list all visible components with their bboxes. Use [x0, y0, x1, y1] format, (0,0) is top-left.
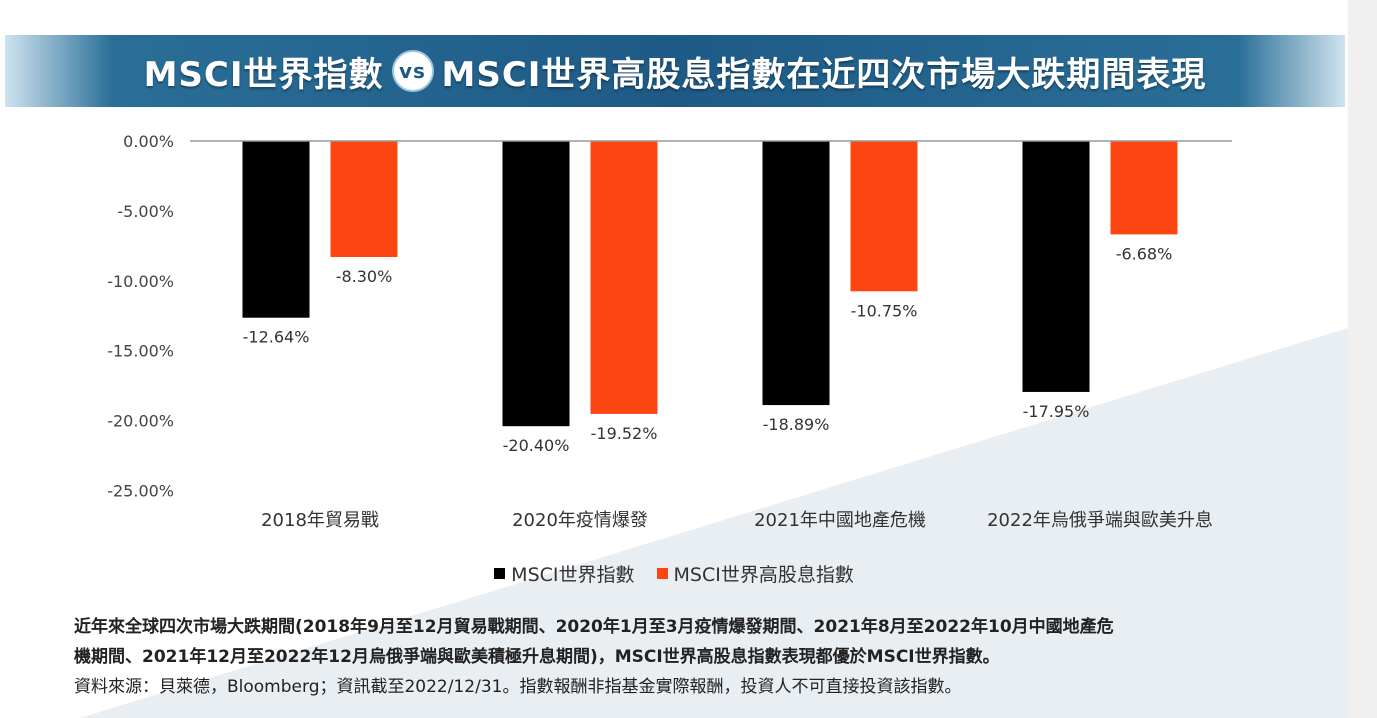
legend-swatch-orange — [656, 568, 668, 579]
x-category-label: 2021年中國地產危機 — [754, 510, 926, 531]
title-left: MSCI世界指數 — [143, 54, 384, 95]
data-label: -12.64% — [243, 328, 310, 347]
background-shape — [80, 328, 1348, 718]
bar-msci-high-dividend — [850, 141, 918, 292]
y-tick-label: -5.00% — [117, 202, 174, 221]
legend-item-msci-world: MSCI世界指數 — [494, 560, 635, 587]
legend-label-msci-high-dividend: MSCI世界高股息指數 — [673, 564, 854, 586]
data-label: -17.95% — [1023, 402, 1090, 421]
note-summary-line-1: 近年來全球四次市場大跌期間(2018年9月至12月貿易戰期間、2020年1月至3… — [74, 617, 1114, 637]
bar-msci-high-dividend — [330, 141, 398, 258]
data-label: -10.75% — [851, 301, 918, 320]
y-tick-label: -10.00% — [107, 272, 174, 291]
y-tick-label: -25.00% — [107, 482, 174, 501]
bar-msci-world — [762, 141, 830, 406]
note-source: 資料來源：貝萊德，Bloomberg；資訊截至2022/12/31。指數報酬非指… — [74, 677, 962, 697]
x-category-label: 2018年貿易戰 — [261, 510, 379, 531]
x-category-label: 2020年疫情爆發 — [512, 510, 648, 531]
bar-msci-world — [502, 141, 570, 427]
bar-msci-world — [242, 141, 310, 318]
bar-msci-high-dividend — [1110, 141, 1178, 235]
bar-chart: 0.00% -5.00% -10.00% -15.00% -20.00% -25.00% -… — [107, 132, 1232, 531]
y-tick-label: -15.00% — [107, 342, 174, 361]
scrollbar[interactable] — [1348, 0, 1377, 718]
bar-msci-world — [1022, 141, 1090, 392]
chart-legend: MSCI世界指數 MSCI世界高股息指數 — [0, 560, 1348, 587]
data-label: -8.30% — [336, 267, 393, 286]
y-tick-label: -20.00% — [107, 412, 174, 431]
note-summary-line-2: 機期間、2021年12月至2022年12月烏俄爭端與歐美積極升息期間)，MSCI… — [74, 647, 1000, 667]
title-banner: MSCI世界指數 vs MSCI世界高股息指數在近四次市場大跌期間表現 — [5, 35, 1345, 107]
bar-msci-high-dividend — [590, 141, 658, 414]
page-title: MSCI世界指數 vs MSCI世界高股息指數在近四次市場大跌期間表現 — [5, 35, 1345, 107]
footnotes: 近年來全球四次市場大跌期間(2018年9月至12月貿易戰期間、2020年1月至3… — [74, 612, 1304, 702]
data-label: -6.68% — [1116, 244, 1173, 263]
data-label: -19.52% — [591, 424, 658, 443]
title-right: MSCI世界高股息指數在近四次市場大跌期間表現 — [441, 54, 1207, 95]
data-label: -18.89% — [763, 415, 830, 434]
vs-badge: vs — [391, 50, 434, 92]
legend-swatch-black — [494, 568, 506, 579]
y-tick-label: 0.00% — [123, 132, 174, 151]
legend-item-msci-high-dividend: MSCI世界高股息指數 — [656, 560, 854, 587]
legend-label-msci-world: MSCI世界指數 — [511, 564, 635, 586]
x-category-label: 2022年烏俄爭端與歐美升息 — [987, 510, 1213, 531]
data-label: -20.40% — [503, 436, 570, 455]
